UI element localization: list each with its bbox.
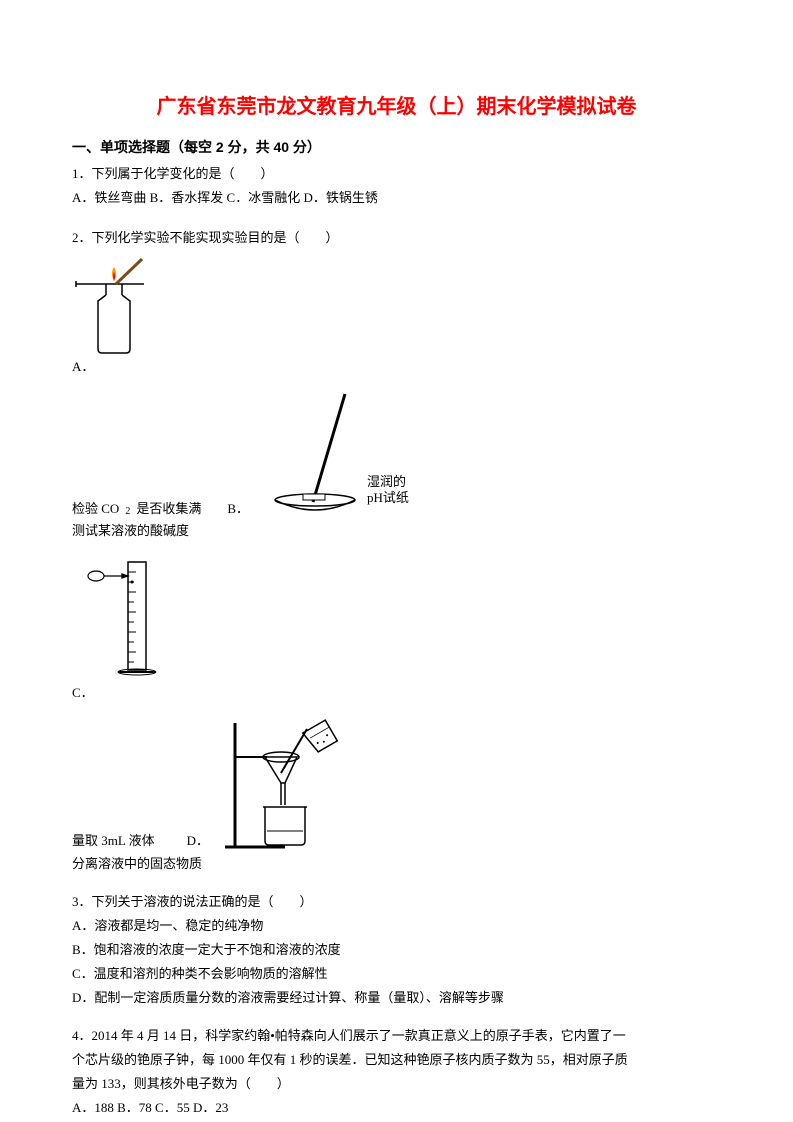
q3-c: C．温度和溶剂的种类不会影响物质的溶解性: [72, 963, 721, 985]
q3-a: A．溶液都是均一、稳定的纯净物: [72, 915, 721, 937]
q2-b-annot1-text: 湿润的: [367, 474, 406, 489]
q2-row-ab: 检验 CO 2 是否收集满 B． 湿润的 pH试纸: [72, 390, 721, 520]
q2-a-label: A．: [72, 356, 721, 378]
q2-a-caption-prefix: 检验 CO: [72, 498, 119, 520]
q2-d-caption: 分离溶液中的固态物质: [72, 853, 721, 875]
question-1: 1．下列属于化学变化的是（ ） A．铁丝弯曲 B．香水挥发 C．冰雪融化 D．铁…: [72, 163, 721, 209]
q4-options: A．188 B．78 C．55 D．23: [72, 1097, 721, 1119]
q2-c-label: C．: [72, 682, 721, 704]
q2-c-caption: 量取 3mL 液体: [72, 830, 155, 852]
co2-subscript: 2: [125, 503, 130, 520]
question-2: 2．下列化学实验不能实现实验目的是（ ）: [72, 227, 721, 874]
q2-option-c: C．: [72, 552, 721, 704]
q2-option-a: A．: [72, 251, 721, 378]
exam-page: 广东省东莞市龙文教育九年级（上）期末化学模拟试卷 一、单项选择题（每空 2 分，…: [0, 0, 793, 1122]
q1-stem: 1．下列属于化学变化的是（ ）: [72, 163, 721, 185]
question-3: 3．下列关于溶液的说法正确的是（ ） A．溶液都是均一、稳定的纯净物 B．饱和溶…: [72, 891, 721, 1009]
page-title: 广东省东莞市龙文教育九年级（上）期末化学模拟试卷: [72, 90, 721, 119]
q4-line1: 4．2014 年 4 月 14 日，科学家约翰•帕特森向人们展示了一款真正意义上…: [72, 1025, 721, 1047]
q3-stem: 3．下列关于溶液的说法正确的是（ ）: [72, 891, 721, 913]
q2-b-label: B．: [227, 498, 249, 520]
section-heading: 一、单项选择题（每空 2 分，共 40 分）: [72, 137, 721, 157]
question-4: 4．2014 年 4 月 14 日，科学家约翰•帕特森向人们展示了一款真正意义上…: [72, 1025, 721, 1119]
graduated-cylinder-icon: [72, 552, 182, 682]
q2-d-label: D．: [187, 830, 209, 852]
ph-paper-icon: 湿润的 pH试纸: [255, 390, 435, 520]
q1-options: A．铁丝弯曲 B．香水挥发 C．冰雪融化 D．铁锅生锈: [72, 187, 721, 209]
q2-b-caption: 测试某溶液的酸碱度: [72, 520, 721, 542]
filtration-icon: [215, 713, 345, 853]
q2-b-annot2-text: pH试纸: [367, 490, 409, 505]
q3-b: B．饱和溶液的浓度一定大于不饱和溶液的浓度: [72, 939, 721, 961]
q3-d: D．配制一定溶质质量分数的溶液需要经过计算、称量（量取）、溶解等步骤: [72, 987, 721, 1009]
q2-a-caption-suffix: 是否收集满: [136, 498, 201, 520]
q4-line3: 量为 133，则其核外电子数为（ ）: [72, 1073, 721, 1095]
gas-bottle-icon: [72, 251, 172, 356]
q2-figure-a: [72, 251, 172, 356]
q2-row-cd: 量取 3mL 液体 D．: [72, 713, 721, 853]
q2-figure-b: 湿润的 pH试纸: [255, 390, 435, 520]
q4-line2: 个芯片级的铯原子钟，每 1000 年仅有 1 秒的误差．已知这种铯原子核内质子数…: [72, 1049, 721, 1071]
q2-stem: 2．下列化学实验不能实现实验目的是（ ）: [72, 227, 721, 249]
q2-figure-c: [72, 552, 182, 682]
q2-figure-d: [215, 713, 345, 853]
